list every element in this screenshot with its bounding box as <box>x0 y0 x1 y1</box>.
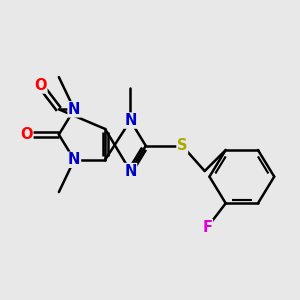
Text: N: N <box>124 164 136 178</box>
Text: N: N <box>68 152 80 167</box>
Text: O: O <box>20 127 33 142</box>
Text: F: F <box>202 220 212 235</box>
Text: O: O <box>34 78 47 93</box>
Text: N: N <box>68 102 80 117</box>
Text: N: N <box>124 113 136 128</box>
Text: S: S <box>177 138 188 153</box>
